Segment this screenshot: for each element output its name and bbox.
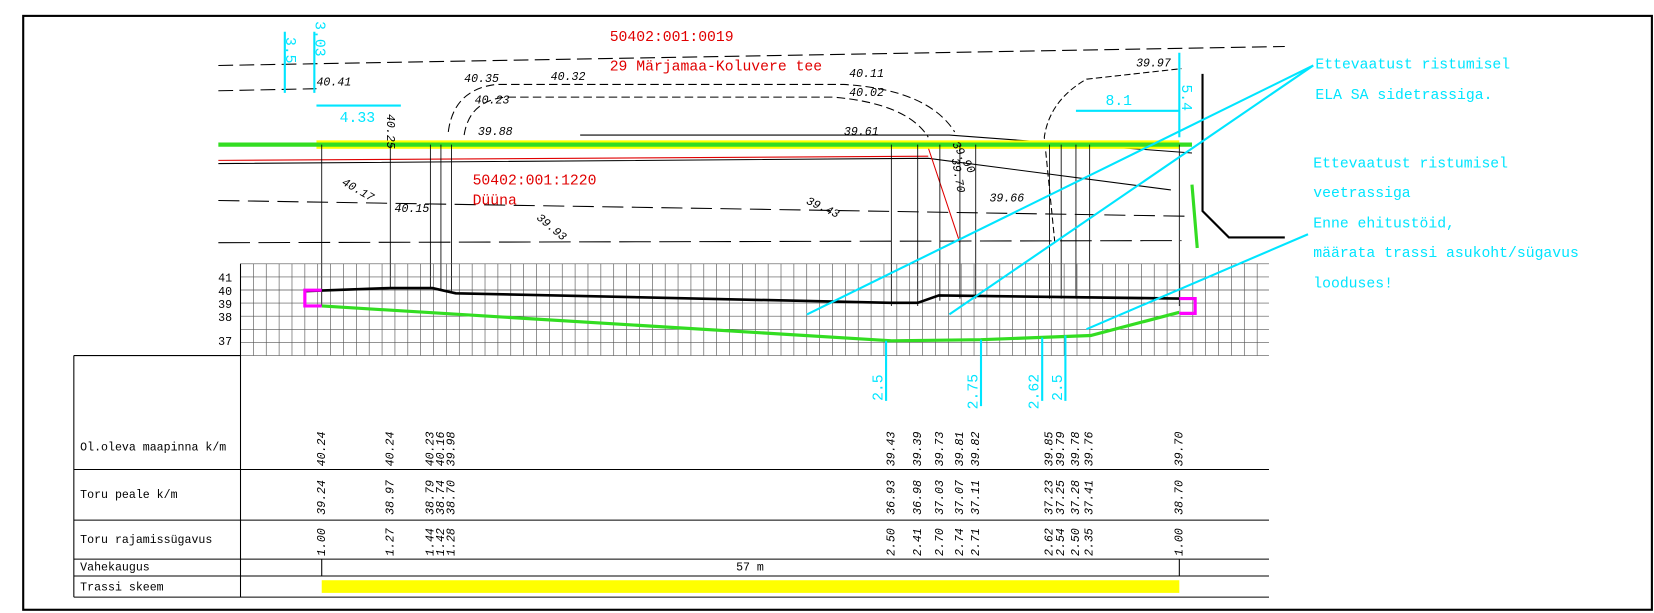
cyan-leaders [285, 32, 1313, 406]
table-value: 37.03 [934, 480, 947, 515]
table-value: 38.97 [384, 480, 397, 515]
table-value: 38.70 [446, 480, 459, 515]
trace-schema [322, 580, 1180, 593]
table-value: 2.70 [934, 528, 947, 556]
table-value: 39.70 [1173, 431, 1186, 466]
dimension: 3.5 [281, 37, 297, 64]
note: ELA SA sidetrassiga. [1315, 88, 1492, 104]
table-value: 2.41 [912, 528, 925, 556]
table-value: 38.70 [1173, 480, 1186, 515]
elevation: 40.15 [395, 203, 430, 216]
table-value: 39.79 [1055, 431, 1068, 466]
note: Ettevaatust ristumisel [1315, 57, 1510, 73]
table-value: 39.24 [316, 480, 329, 515]
table-value: 37.11 [970, 480, 983, 515]
table-value: 39.39 [912, 431, 925, 466]
row-label: Toru peale k/m [80, 489, 177, 502]
road-name: 29 Märjamaa-Koluvere tee [610, 59, 822, 75]
row-label: Toru rajamissügavus [80, 534, 212, 547]
pipe-depth: 2.75 [967, 374, 983, 409]
distance: 57 m [736, 562, 764, 575]
elevation: 40.25 [383, 114, 396, 149]
pipe-end [305, 290, 1195, 313]
note: looduses! [1313, 277, 1393, 293]
elevation: 39.61 [844, 126, 879, 139]
table-value: 36.98 [912, 480, 925, 515]
elevation: 39.43 [804, 195, 841, 222]
green-trace [1192, 185, 1197, 248]
station-lines [322, 145, 1180, 306]
page: 50402:001:0019 29 Märjamaa-Koluvere tee … [0, 0, 1654, 613]
table-value: 2.71 [970, 528, 983, 556]
elevation: 40.23 [475, 94, 510, 107]
frame [23, 16, 1652, 610]
table-value: 39.98 [446, 431, 459, 466]
red-line [218, 156, 928, 160]
elevation: 40.17 [339, 176, 376, 205]
level-label: 39 [218, 299, 232, 312]
cadastral: 50402:001:0019 [610, 30, 734, 46]
table-value: 36.93 [885, 480, 898, 515]
pipe-depth: 2.62 [1028, 374, 1044, 409]
dimension: 4.33 [340, 111, 375, 127]
table-value: 2.50 [1070, 528, 1083, 556]
elevation: 39.88 [478, 126, 513, 139]
elevation: 39.66 [989, 192, 1024, 205]
drawing: 50402:001:0019 29 Märjamaa-Koluvere tee … [0, 0, 1654, 613]
row-label: Vahekaugus [80, 562, 150, 575]
table-value: 39.76 [1084, 431, 1097, 466]
table-value: 37.28 [1070, 480, 1083, 515]
table-value: 39.82 [970, 431, 983, 466]
level-label: 40 [218, 286, 232, 299]
level-label: 38 [218, 312, 232, 325]
dimension: 3.03 [311, 21, 327, 56]
table-value: 2.74 [954, 528, 967, 556]
level-label: 37 [218, 336, 232, 349]
table-value: 1.00 [1173, 528, 1186, 556]
dimension: 5.4 [1177, 84, 1193, 111]
elevation: 40.32 [551, 71, 586, 84]
table-value: 1.00 [316, 528, 329, 556]
elevation: 39.97 [1136, 57, 1171, 70]
note: veetrassiga [1313, 186, 1411, 202]
table-value: 40.24 [316, 431, 329, 466]
table-value: 39.78 [1070, 431, 1083, 466]
note: Ettevaatust ristumisel [1313, 156, 1508, 172]
table-value: 39.43 [885, 431, 898, 466]
pipe-depth: 2.5 [872, 374, 888, 401]
table-value: 1.27 [384, 528, 397, 556]
cadastral: 50402:001:1220 [473, 173, 597, 189]
table-value: 2.50 [885, 528, 898, 556]
note: Enne ehitustöid, [1313, 217, 1455, 233]
table-value: 2.54 [1055, 528, 1068, 556]
note: määrata trassi asukoht/sügavus [1313, 246, 1579, 262]
table-value: 2.35 [1084, 528, 1097, 556]
level-label: 41 [218, 273, 232, 286]
table-value: 39.81 [954, 432, 967, 467]
elevation: 40.11 [849, 68, 884, 81]
table-value: 1.28 [446, 528, 459, 556]
elevation: 39.93 [533, 212, 568, 244]
table-value: 37.25 [1055, 480, 1068, 515]
row-label: Trassi skeem [80, 582, 164, 595]
table-value: 39.73 [934, 431, 947, 466]
elevation: 40.41 [316, 76, 351, 89]
pipe-depth: 2.5 [1051, 374, 1067, 401]
row-label: Ol.oleva maapinna k/m [80, 441, 226, 454]
elevation: 40.02 [849, 87, 884, 100]
table-value: 40.24 [384, 431, 397, 466]
table-value: 37.07 [954, 480, 967, 515]
table-value: 37.41 [1084, 480, 1097, 515]
elevation: 40.35 [464, 73, 499, 86]
dimension: 8.1 [1105, 94, 1132, 110]
place-name: Düüna [473, 193, 517, 209]
pipe-line [322, 306, 1180, 341]
